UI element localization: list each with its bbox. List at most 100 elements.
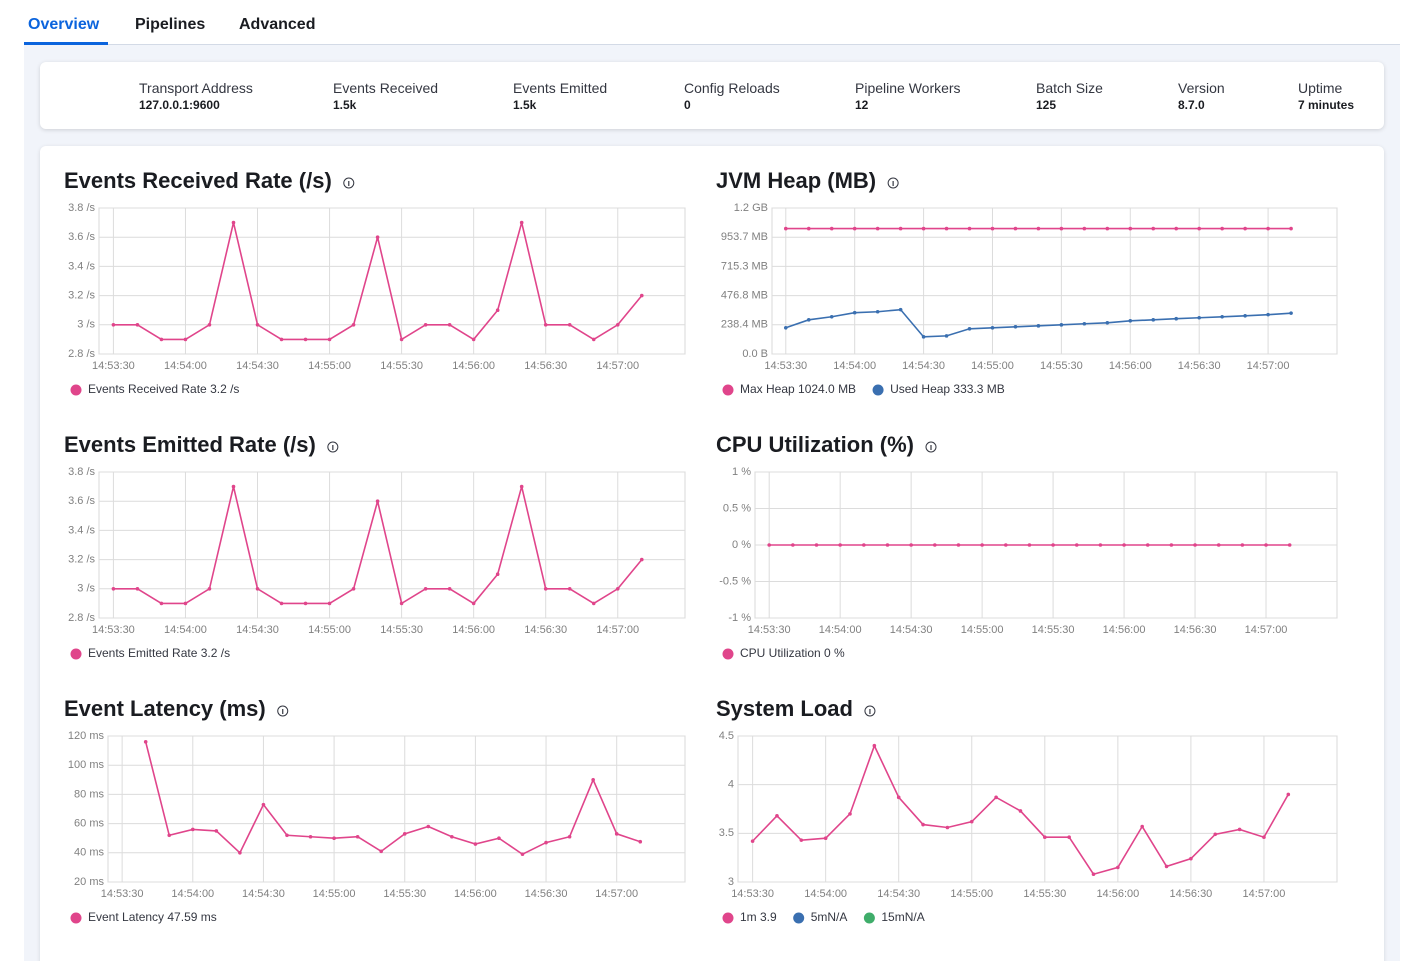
y-tick-label: 3.4 /s	[68, 524, 95, 536]
data-point	[423, 587, 428, 591]
series-line	[113, 486, 643, 605]
tab[interactable]: Pipelines	[135, 16, 206, 33]
series-line	[113, 222, 643, 341]
y-tick-label: 0.0 B	[742, 348, 768, 360]
x-tick-label: 14:53:30	[764, 360, 807, 372]
data-point	[351, 323, 356, 327]
stat-value: 8.7.0	[1178, 98, 1205, 112]
series-line	[144, 741, 641, 856]
data-point	[111, 587, 116, 591]
data-point	[303, 337, 308, 342]
data-point	[190, 827, 195, 832]
data-point	[327, 337, 332, 342]
x-tick-label: 14:56:30	[1178, 360, 1221, 372]
x-tick-label: 14:54:00	[164, 360, 207, 372]
data-point	[990, 226, 995, 231]
x-tick-label: 14:56:30	[525, 888, 568, 900]
data-point	[614, 832, 619, 836]
data-point	[872, 743, 877, 748]
stat: Events Emitted 1.5k	[513, 80, 607, 112]
data-point	[1264, 543, 1268, 547]
stat: Transport Address 127.0.0.1:9600	[139, 80, 253, 112]
data-point	[1240, 543, 1245, 547]
info-icon	[343, 177, 355, 189]
y-tick-label: 3.8 /s	[68, 466, 95, 478]
data-point	[375, 235, 380, 239]
legend-swatch	[70, 648, 82, 660]
data-point	[426, 824, 431, 829]
y-tick-label: 1 %	[732, 466, 751, 478]
plot-border	[737, 735, 1338, 883]
data-point	[1289, 311, 1293, 315]
legend-label: Events Emitted Rate 3.2 /s	[88, 646, 230, 660]
y-tick-label: 238.4 MB	[721, 319, 768, 331]
chart-title: System Load	[716, 696, 853, 721]
data-point	[1043, 835, 1047, 840]
stat-label: Events Emitted	[513, 80, 608, 96]
data-point	[848, 812, 852, 816]
data-point	[1059, 323, 1064, 327]
x-tick-label: 14:53:30	[748, 624, 791, 636]
data-point	[1174, 226, 1179, 231]
data-point	[921, 822, 925, 827]
info-icon	[925, 441, 937, 453]
data-point	[231, 484, 236, 489]
legend-swatch	[722, 912, 734, 924]
data-point	[1128, 226, 1133, 231]
data-point	[379, 849, 383, 854]
data-point	[519, 484, 524, 489]
data-point	[1151, 226, 1156, 231]
x-tick-label: 14:56:00	[1103, 624, 1146, 636]
legend-swatch	[722, 384, 734, 396]
plot-border	[107, 735, 686, 883]
data-point	[355, 834, 360, 839]
y-tick-label: 3 /s	[77, 319, 95, 331]
data-point	[214, 829, 219, 833]
data-point	[806, 318, 811, 322]
data-point	[495, 308, 500, 313]
data-point	[255, 323, 260, 327]
chart-title: Events Emitted Rate (/s)	[64, 432, 316, 457]
data-point	[1193, 543, 1197, 547]
stat: Uptime 7 minutes	[1298, 80, 1354, 112]
series-line	[785, 308, 1292, 338]
data-point	[207, 587, 212, 591]
data-point	[933, 543, 937, 547]
stats-card: Transport Address 127.0.0.1:9600 Events Re…	[40, 62, 1384, 129]
data-point	[332, 836, 336, 840]
chart-title: Event Latency (ms)	[64, 696, 266, 721]
data-point	[238, 851, 242, 855]
x-tick-label: 14:55:30	[380, 360, 423, 372]
data-point	[351, 587, 356, 591]
plot-border	[98, 207, 686, 355]
tab[interactable]: Advanced	[239, 16, 316, 33]
x-tick-label: 14:55:30	[1023, 888, 1066, 900]
stat-value: 1.5k	[513, 98, 537, 112]
tab[interactable]: Overview	[28, 16, 100, 33]
y-tick-label: 3.2 /s	[68, 554, 95, 566]
data-point	[495, 572, 500, 576]
data-point	[567, 587, 572, 591]
x-tick-label: 14:57:00	[596, 624, 639, 636]
y-tick-label: 3	[728, 876, 734, 888]
tab-underline	[24, 42, 108, 45]
data-point	[1105, 320, 1110, 325]
data-point	[1013, 226, 1018, 231]
data-point	[183, 601, 188, 606]
data-point	[285, 833, 289, 838]
x-tick-label: 14:55:00	[308, 360, 351, 372]
y-tick-label: 3.4 /s	[68, 260, 95, 272]
plot-border	[771, 207, 1338, 355]
data-point	[1036, 324, 1041, 328]
data-point	[519, 220, 524, 225]
info-icon	[327, 441, 339, 453]
x-tick-label: 14:54:30	[236, 624, 279, 636]
data-point	[402, 832, 407, 836]
data-point	[1018, 809, 1023, 813]
y-tick-label: 4	[728, 779, 734, 791]
data-point	[1169, 543, 1174, 547]
data-point	[767, 543, 771, 547]
data-point	[167, 833, 172, 838]
data-point	[1220, 226, 1224, 231]
x-tick-label: 14:57:00	[595, 888, 638, 900]
